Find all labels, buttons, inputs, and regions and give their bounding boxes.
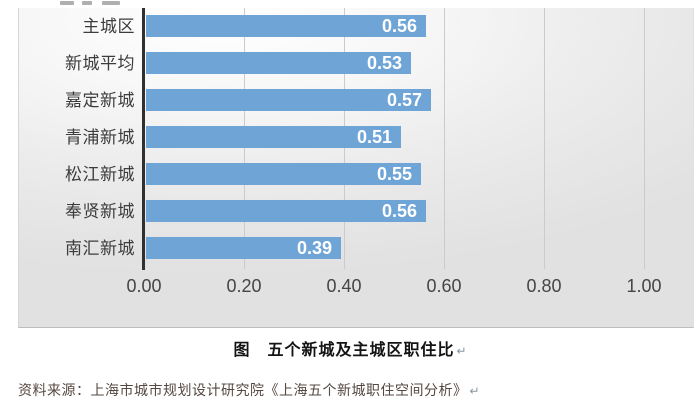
- category-label: 嘉定新城: [65, 91, 135, 110]
- bar-value-label: 0.53: [366, 53, 402, 73]
- x-axis-tick-label: 0.40: [326, 276, 362, 296]
- category-label: 奉贤新城: [65, 202, 135, 221]
- gridline: [644, 8, 645, 269]
- x-axis-tick-label: 0.60: [426, 276, 462, 296]
- source-note: 资料来源：上海市城市规划设计研究院《上海五个新城职住空间分析》 ↵: [18, 380, 480, 400]
- bar: 0.51: [146, 126, 401, 148]
- bar: 0.53: [146, 52, 411, 74]
- category-label: 青浦新城: [65, 128, 135, 147]
- paragraph-return-mark: ↵: [456, 344, 467, 358]
- bar: 0.39: [146, 237, 341, 259]
- cropped-text-fragment: [82, 1, 92, 5]
- bar-value-label: 0.57: [386, 90, 422, 110]
- category-label: 新城平均: [65, 54, 135, 73]
- bar: 0.57: [146, 89, 431, 111]
- bar: 0.55: [146, 163, 421, 185]
- x-axis-tick-label: 0.00: [126, 276, 162, 296]
- paragraph-return-mark: ↵: [469, 384, 480, 398]
- bar-value-label: 0.39: [296, 238, 332, 258]
- figure-caption: 图 五个新城及主城区职住比 ↵: [0, 336, 700, 360]
- gridline: [544, 8, 545, 269]
- y-axis-line: [142, 8, 145, 270]
- gridline: [444, 8, 445, 269]
- cropped-text-fragment: [60, 1, 74, 5]
- category-label: 松江新城: [65, 165, 135, 184]
- bar-value-label: 0.56: [381, 16, 417, 36]
- x-axis-tick-label: 0.80: [526, 276, 562, 296]
- bar-value-label: 0.56: [381, 201, 417, 221]
- bar-value-label: 0.51: [356, 127, 392, 147]
- category-label: 主城区: [82, 17, 135, 36]
- bar: 0.56: [146, 15, 426, 37]
- cropped-text-fragment: [102, 1, 120, 5]
- bar-value-label: 0.55: [376, 164, 412, 184]
- x-axis-tick-label: 1.00: [626, 276, 662, 296]
- category-label: 南汇新城: [65, 239, 135, 258]
- bar: 0.56: [146, 200, 426, 222]
- figure-caption-text: 图 五个新城及主城区职住比: [233, 342, 455, 359]
- source-note-text: 资料来源：上海市城市规划设计研究院《上海五个新城职住空间分析》: [18, 382, 468, 398]
- bar-chart: 主城区新城平均嘉定新城青浦新城松江新城奉贤新城南汇新城 0.56 0.53 0.57…: [18, 8, 694, 328]
- x-axis-tick-label: 0.20: [226, 276, 262, 296]
